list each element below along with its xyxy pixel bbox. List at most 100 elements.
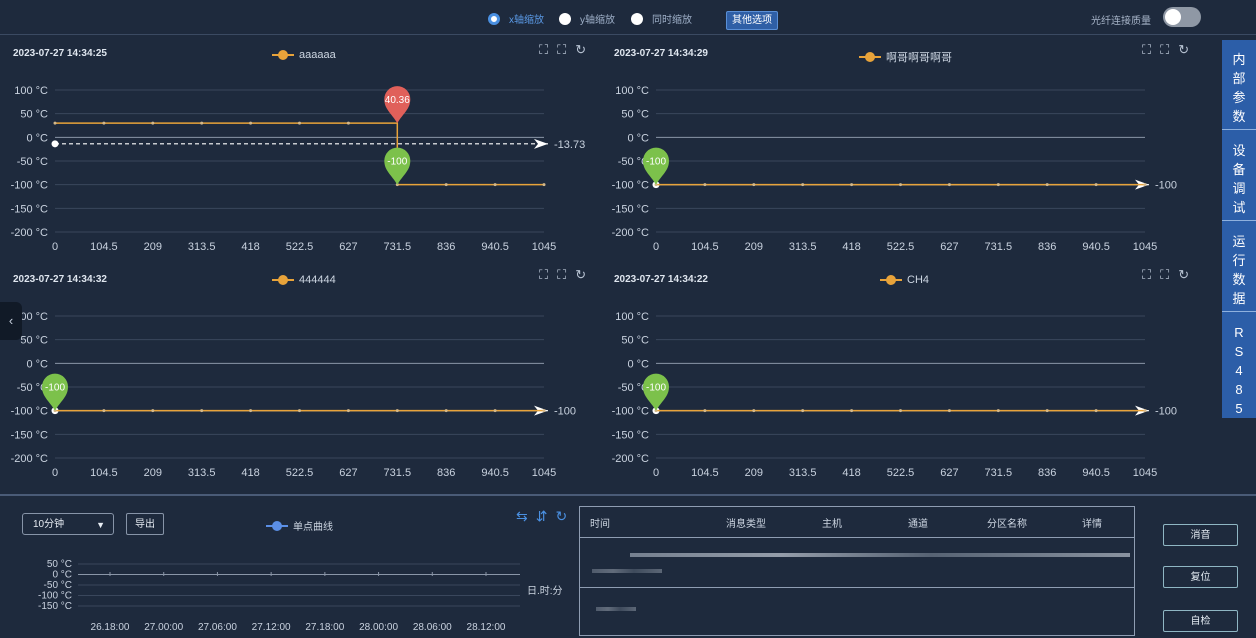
crop-icon[interactable]: ⛶ xyxy=(539,267,558,282)
side-tab-char: 数 xyxy=(1232,272,1246,287)
chart-panel-3[interactable]: 100 °C 50 °C 0 °C -50 °C -100 °C -150 °C -200 … xyxy=(0,306,600,481)
series-point xyxy=(493,409,497,413)
radio-both-zoom[interactable]: 同时缩放 xyxy=(631,11,692,26)
radio-x-zoom[interactable]: x轴缩放 xyxy=(488,11,544,26)
crop-alt-icon[interactable]: ⛶ xyxy=(1160,42,1179,57)
crop-alt-icon[interactable]: ⛶ xyxy=(557,42,576,57)
sort-icon[interactable]: ⇵ xyxy=(535,508,556,524)
time-range-select[interactable]: 10分钟 ▼ xyxy=(22,513,114,535)
series-point xyxy=(801,409,805,413)
series-point xyxy=(703,183,707,187)
series-point xyxy=(801,183,805,187)
marker-value-label: 40.36 xyxy=(385,95,410,106)
col-channel: 通道 xyxy=(908,519,928,530)
tab-device-debug[interactable]: 设备调试 xyxy=(1222,131,1256,221)
y-tick-label: -150 °C xyxy=(612,203,649,215)
other-options-button[interactable]: 其他选项 xyxy=(726,11,778,30)
x-tick-label: 313.5 xyxy=(188,467,216,479)
reset-button[interactable]: 复位 xyxy=(1163,566,1238,588)
x-tick-label: 731.5 xyxy=(985,467,1013,479)
crop-icon[interactable]: ⛶ xyxy=(1142,42,1161,57)
top-toolbar: x轴缩放 y轴缩放 同时缩放 其他选项 光纤连接质量 xyxy=(0,0,1256,35)
refresh-icon[interactable]: ↻ xyxy=(555,508,576,524)
panel1-legend[interactable]: aaaaaa xyxy=(272,49,336,61)
mini-chart[interactable]: 50 °C0 °C-50 °C-100 °C-150 °C 26.18:00 27.… xyxy=(0,552,580,636)
side-tab-char: 8 xyxy=(1235,382,1243,397)
panel3-legend[interactable]: 444444 xyxy=(272,274,336,286)
chart-panel-4[interactable]: 100 °C 50 °C 0 °C -50 °C -100 °C -150 °C -200 … xyxy=(600,306,1220,481)
y-tick-label: -200 °C xyxy=(612,227,649,239)
y-tick-label: -50 °C xyxy=(17,382,48,394)
x-tick-label: 0 xyxy=(52,467,58,479)
x-tick-label: 104.5 xyxy=(691,467,719,479)
x-tick-label: 522.5 xyxy=(887,241,915,253)
series-point xyxy=(542,183,546,187)
y-tick-label: 50 °C xyxy=(20,109,48,121)
reference-start-point xyxy=(51,140,59,148)
chart-panel-1[interactable]: 100 °C 50 °C 0 °C -50 °C -100 °C -150 °C -200 … xyxy=(0,80,600,255)
side-tab-char: R xyxy=(1234,325,1244,340)
x-tick-label: 940.5 xyxy=(1082,467,1110,479)
swap-icon[interactable]: ⇆ xyxy=(516,508,536,524)
tab-internal-params[interactable]: 内部参数 xyxy=(1222,40,1256,130)
single-point-legend-label: 单点曲线 xyxy=(293,522,333,533)
crop-alt-icon[interactable]: ⛶ xyxy=(557,267,576,282)
export-button[interactable]: 导出 xyxy=(126,513,164,535)
series-point xyxy=(444,409,448,413)
x-tick-label: 940.5 xyxy=(1082,241,1110,253)
radio-y-zoom[interactable]: y轴缩放 xyxy=(559,11,615,26)
side-tab-char: 备 xyxy=(1232,162,1246,177)
y-tick-label: 0 °C xyxy=(26,358,48,370)
refresh-icon[interactable]: ↻ xyxy=(1178,267,1199,282)
radio-unselected-icon xyxy=(631,12,643,25)
series-point xyxy=(53,121,57,125)
collapse-sidebar-button[interactable]: ‹ xyxy=(0,302,22,340)
radio-unselected-icon xyxy=(559,12,571,25)
panel2-tools: ⛶⛶↻ xyxy=(1142,42,1198,58)
series-point xyxy=(996,183,1000,187)
y-tick-label: 100 °C xyxy=(14,311,48,323)
legend-marker-icon xyxy=(880,275,902,285)
self-check-button[interactable]: 自检 xyxy=(1163,610,1238,632)
series-point xyxy=(899,183,902,187)
side-tab-char: 参 xyxy=(1232,90,1246,105)
fiber-quality-toggle[interactable] xyxy=(1163,7,1201,27)
refresh-icon[interactable]: ↻ xyxy=(575,42,596,57)
y-tick-label: -100 °C xyxy=(38,591,72,602)
table-row[interactable] xyxy=(630,553,1130,557)
crop-icon[interactable]: ⛶ xyxy=(1142,267,1161,282)
y-tick-label: 0 °C xyxy=(627,132,649,144)
marker-value-label: -100 xyxy=(45,383,65,394)
toggle-knob xyxy=(1165,9,1181,25)
reference-value-label: -100 xyxy=(554,406,576,418)
series-point xyxy=(947,183,951,187)
refresh-icon[interactable]: ↻ xyxy=(1178,42,1199,57)
x-axis-unit: 日.时:分 xyxy=(527,586,563,597)
mute-button[interactable]: 消音 xyxy=(1163,524,1238,546)
side-tab-char: S xyxy=(1234,344,1244,359)
y-tick-label: 0 °C xyxy=(26,132,48,144)
x-tick-label: 0 xyxy=(653,467,659,479)
panel2-legend[interactable]: 啊哥啊哥啊哥 xyxy=(859,49,952,65)
table-row[interactable] xyxy=(592,569,662,573)
refresh-icon[interactable]: ↻ xyxy=(575,267,596,282)
legend-marker-icon xyxy=(272,50,294,60)
tab-running-data[interactable]: 运行数据 xyxy=(1222,222,1256,312)
series-point xyxy=(1094,409,1098,413)
marker-pin-icon xyxy=(643,373,669,411)
chart-panel-2[interactable]: 100 °C 50 °C 0 °C -50 °C -100 °C -150 °C -200 … xyxy=(600,80,1220,255)
x-tick-label: 27.00:00 xyxy=(144,622,183,633)
crop-alt-icon[interactable]: ⛶ xyxy=(1160,267,1179,282)
x-tick-label: 27.18:00 xyxy=(305,622,344,633)
panel4-legend[interactable]: CH4 xyxy=(880,274,929,286)
panel3-tools: ⛶⛶↻ xyxy=(539,267,595,283)
single-point-legend[interactable]: 单点曲线 xyxy=(266,518,333,533)
col-details: 详情 xyxy=(1082,519,1102,530)
x-tick-label: 1045 xyxy=(532,467,556,479)
series-point xyxy=(395,409,399,413)
x-tick-label: 26.18:00 xyxy=(91,622,130,633)
crop-icon[interactable]: ⛶ xyxy=(539,42,558,57)
table-row[interactable] xyxy=(596,607,636,611)
